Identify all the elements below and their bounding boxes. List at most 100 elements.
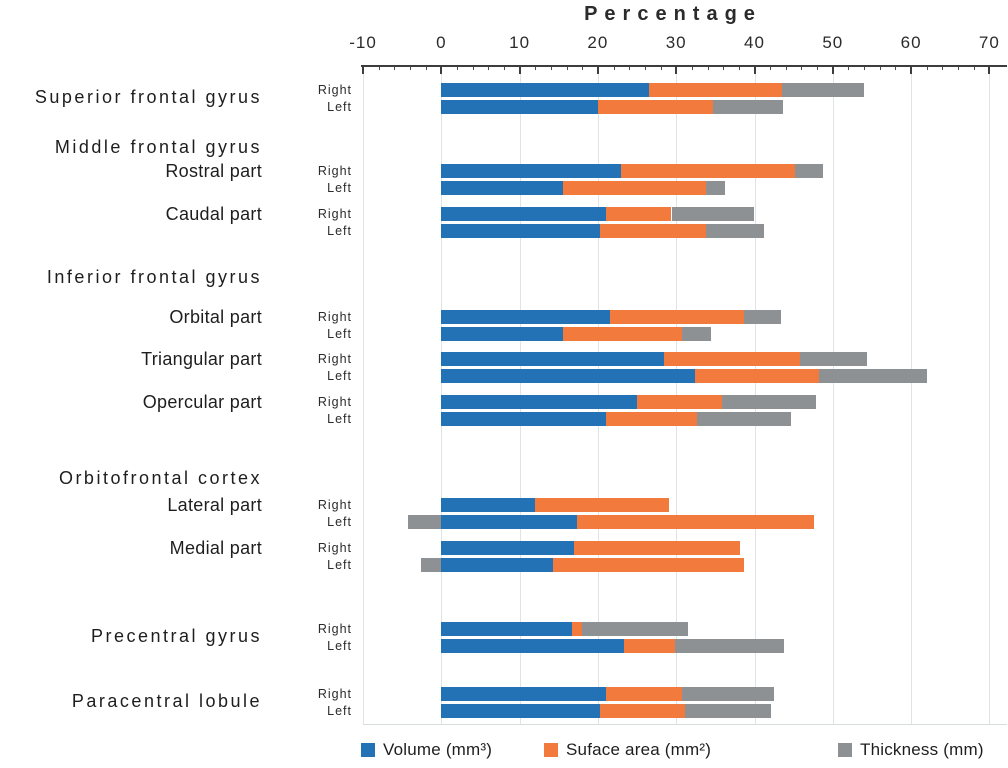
bar-segment-volume — [441, 558, 554, 572]
axis-minor-tick — [723, 66, 725, 70]
axis-minor-tick — [926, 66, 928, 70]
bar-segment-surface-area — [553, 558, 745, 572]
bar-segment-thickness — [682, 687, 775, 701]
bar-segment-volume — [441, 207, 606, 221]
side-label: Right — [317, 498, 352, 512]
side-label: Right — [317, 83, 352, 97]
bar-segment-volume — [441, 498, 536, 512]
legend-label-volume: Volume (mm³) — [383, 740, 493, 759]
axis-major-tick — [362, 66, 364, 74]
axis-major-tick — [596, 66, 599, 74]
axis-minor-tick — [613, 66, 615, 70]
bar-segment-volume — [441, 515, 577, 529]
legend-label-thickness: Thickness (mm) — [860, 740, 984, 759]
bar-segment-volume — [441, 412, 606, 426]
bar-segment-surface-area — [664, 352, 800, 366]
side-label: Left — [327, 181, 352, 195]
bar-segment-thickness — [684, 704, 771, 718]
axis-tick-label: 0 — [436, 33, 447, 52]
bar-segment-thickness — [743, 310, 782, 324]
plot-bottom-border — [363, 724, 1008, 725]
x-axis-line — [361, 65, 1008, 67]
bar-segment-volume — [441, 310, 610, 324]
bar-segment-volume — [441, 541, 574, 555]
bar-segment-surface-area — [621, 164, 796, 178]
bar-segment-surface-area — [535, 498, 670, 512]
bar-segment-surface-area — [609, 310, 744, 324]
axis-minor-tick — [895, 66, 897, 70]
axis-minor-tick — [660, 66, 662, 70]
axis-minor-tick — [582, 66, 584, 70]
bar-segment-thickness — [408, 515, 442, 529]
bar-segment-thickness — [721, 395, 817, 409]
bar-segment-surface-area — [572, 622, 583, 636]
region-label: Triangular part — [141, 349, 262, 369]
region-label: Caudal part — [165, 204, 262, 224]
side-label: Left — [327, 100, 352, 114]
axis-tick-label: 10 — [509, 33, 531, 52]
axis-tick-label: 50 — [822, 33, 844, 52]
bar-segment-thickness — [795, 164, 823, 178]
axis-minor-tick — [958, 66, 960, 70]
bar-segment-surface-area — [576, 515, 814, 529]
axis-major-tick — [518, 66, 521, 74]
side-label: Right — [317, 352, 352, 366]
bar-segment-volume — [441, 369, 695, 383]
bar-segment-volume — [441, 622, 573, 636]
bar-segment-thickness — [818, 369, 927, 383]
axis-minor-tick — [770, 66, 772, 70]
axis-minor-tick — [409, 66, 411, 70]
side-label: Left — [327, 224, 352, 238]
bar-segment-thickness — [781, 83, 865, 97]
side-label: Left — [327, 558, 352, 572]
bar-segment-volume — [441, 687, 606, 701]
axis-major-tick — [831, 66, 834, 74]
bar-segment-thickness — [705, 181, 725, 195]
region-label: Rostral part — [165, 161, 262, 181]
bar-segment-volume — [441, 181, 563, 195]
side-label: Right — [317, 164, 352, 178]
region-label: Precentral gyrus — [90, 626, 262, 646]
axis-minor-tick — [864, 66, 866, 70]
legend-swatch-thickness — [838, 743, 852, 757]
region-label: Orbitofrontal cortex — [58, 468, 262, 488]
gridline — [832, 66, 834, 724]
axis-tick-label: 30 — [665, 33, 687, 52]
bar-segment-volume — [441, 352, 665, 366]
side-label: Right — [317, 395, 352, 409]
bar-segment-thickness — [675, 639, 785, 653]
axis-minor-tick — [629, 66, 631, 70]
axis-tick-label: 70 — [978, 33, 1000, 52]
axis-minor-tick — [425, 66, 427, 70]
bar-segment-surface-area — [573, 541, 741, 555]
region-label: Orbital part — [169, 307, 262, 327]
region-label: Middle frontal gyrus — [54, 137, 262, 157]
bar-segment-volume — [441, 395, 638, 409]
axis-major-tick — [753, 66, 756, 74]
axis-minor-tick — [644, 66, 646, 70]
axis-tick-label: 60 — [900, 33, 922, 52]
axis-tick-label: 40 — [744, 33, 765, 52]
axis-minor-tick — [472, 66, 474, 70]
axis-tick-label: -10 — [349, 33, 377, 52]
axis-minor-tick — [848, 66, 850, 70]
axis-minor-tick — [817, 66, 819, 70]
axis-minor-tick — [456, 66, 458, 70]
axis-major-tick — [440, 66, 443, 74]
region-label: Lateral part — [167, 495, 262, 515]
bar-segment-surface-area — [605, 412, 697, 426]
bar-segment-surface-area — [597, 100, 713, 114]
axis-minor-tick — [942, 66, 944, 70]
axis-minor-tick — [378, 66, 380, 70]
axis-major-tick — [675, 66, 678, 74]
legend-swatch-surface-area — [544, 743, 558, 757]
bar-segment-surface-area — [563, 327, 683, 341]
bar-segment-volume — [441, 83, 649, 97]
axis-major-tick — [988, 66, 991, 74]
bar-segment-volume — [441, 327, 564, 341]
side-label: Left — [327, 639, 352, 653]
side-label: Left — [327, 704, 352, 718]
side-label: Left — [327, 327, 352, 341]
axis-minor-tick — [550, 66, 552, 70]
bar-segment-surface-area — [623, 639, 676, 653]
